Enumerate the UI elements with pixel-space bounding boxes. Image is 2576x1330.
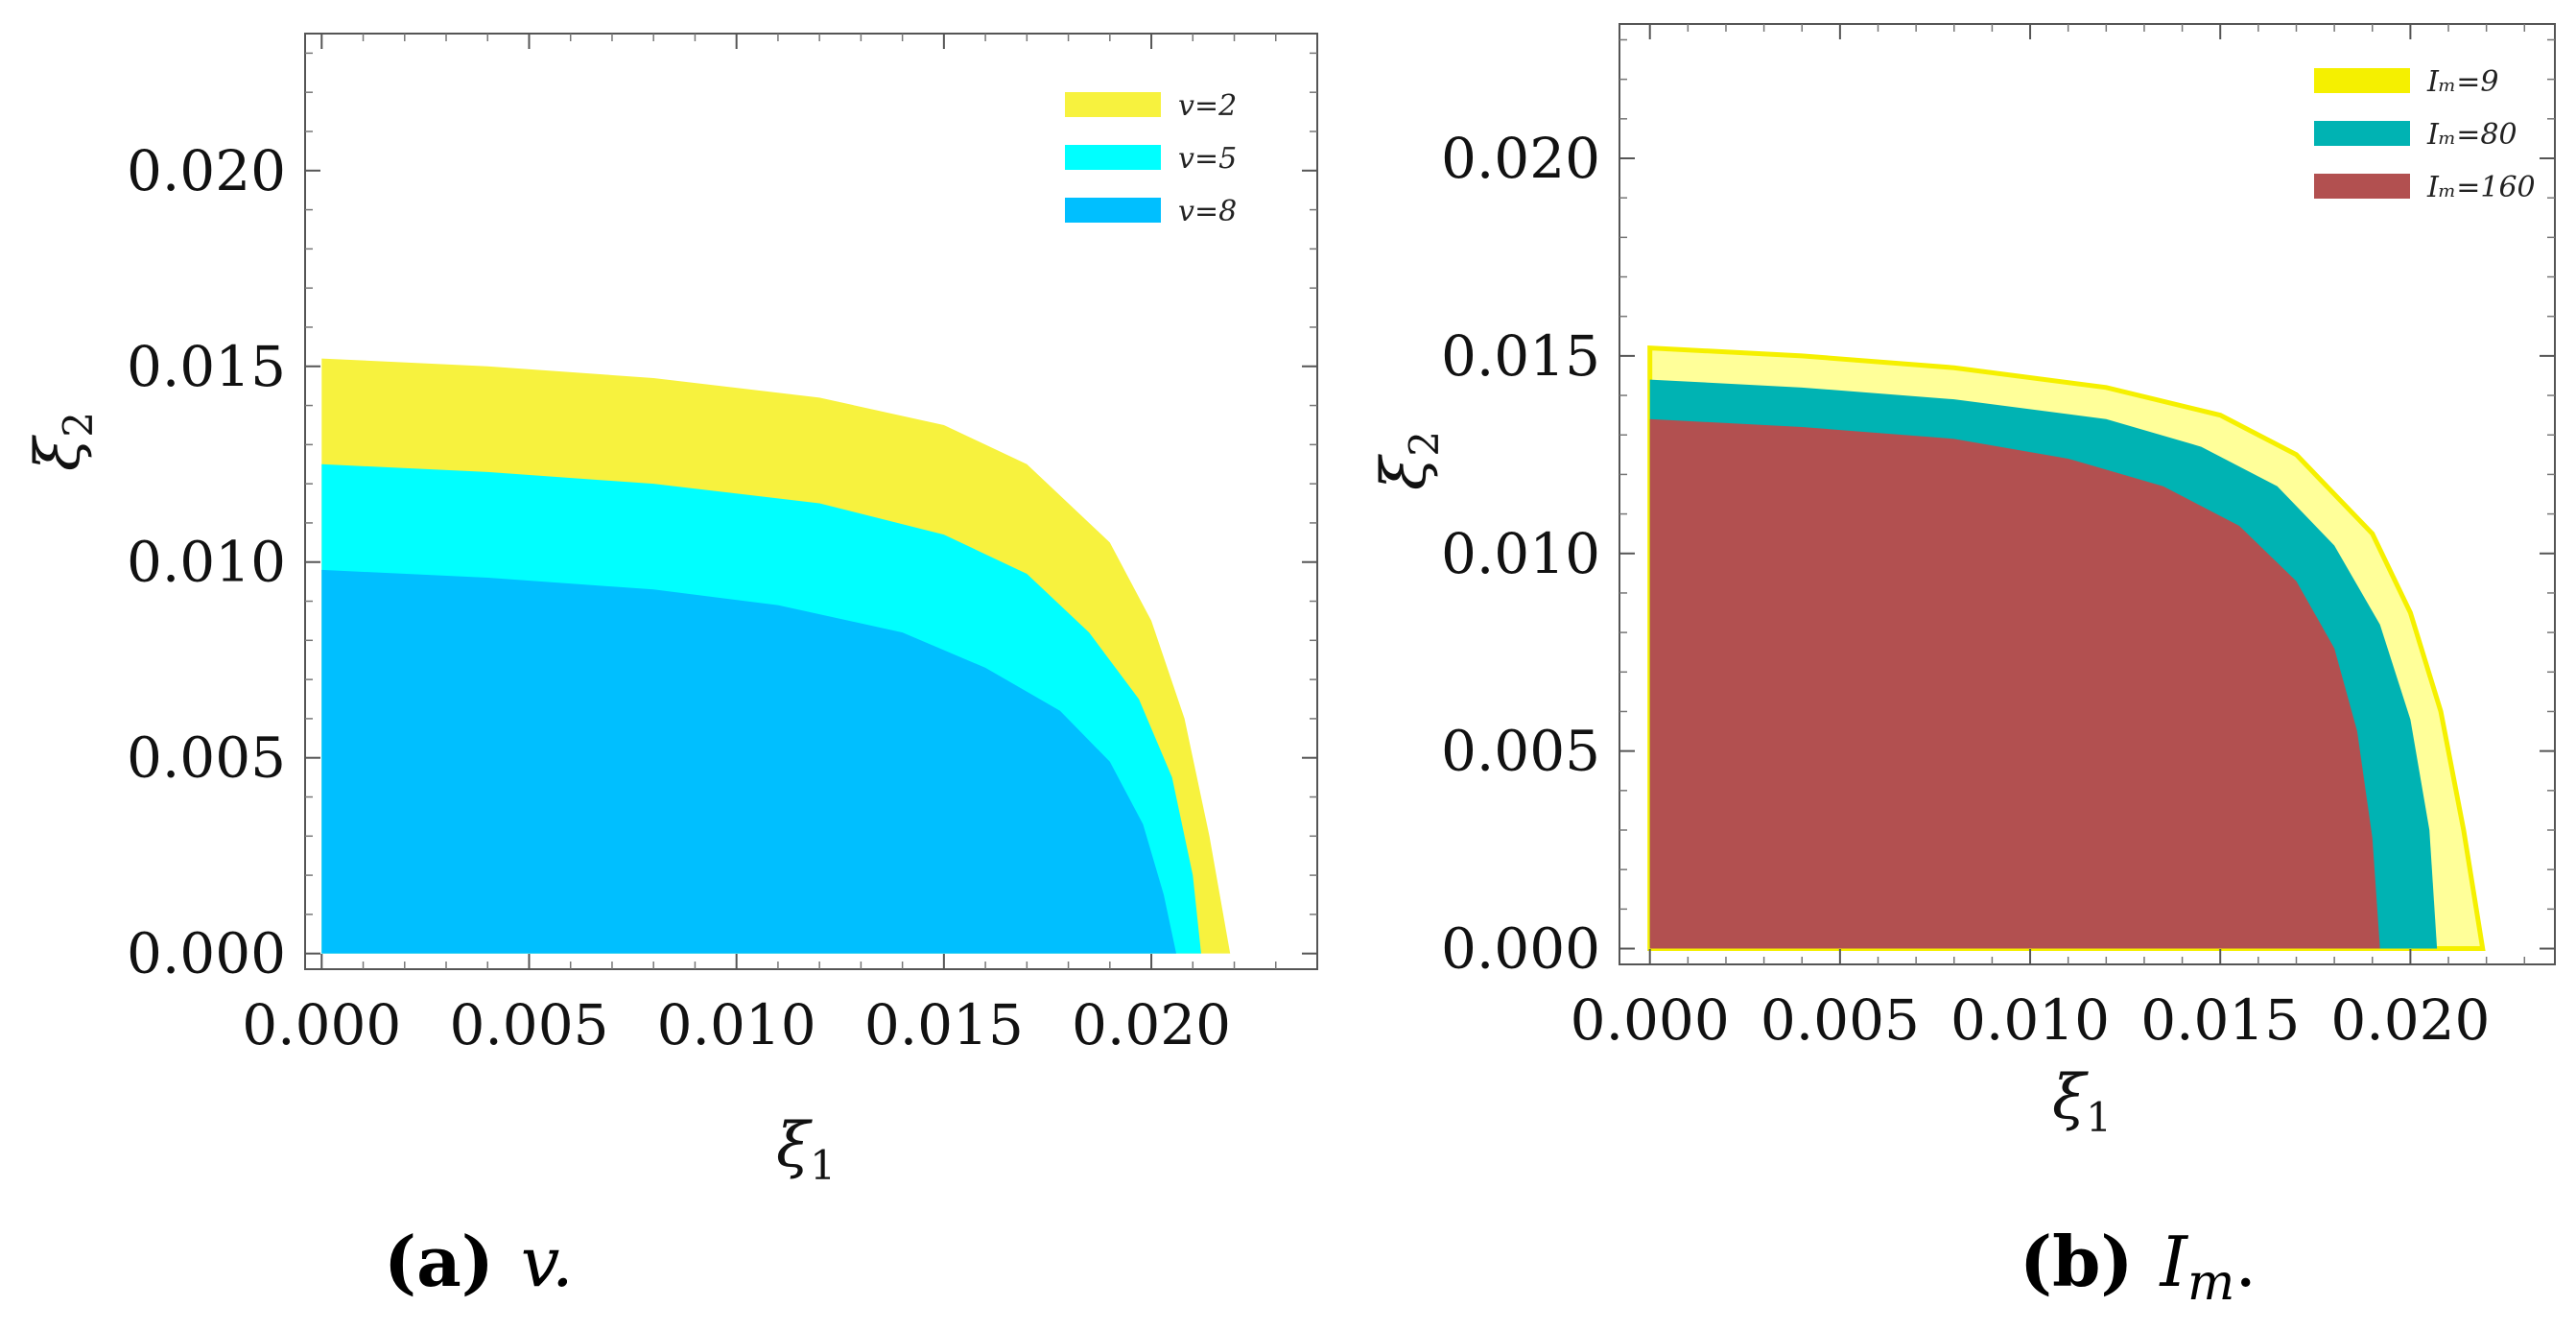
- legend-swatch: [1065, 145, 1161, 170]
- legend-swatch: [2314, 174, 2410, 199]
- legend-swatch: [1065, 92, 1161, 117]
- legend-label: Iₘ=160: [2426, 171, 2536, 204]
- legend-label: v=2: [1178, 89, 1237, 123]
- legend-swatch: [2314, 68, 2410, 93]
- area-series-group-b: [1647, 345, 2486, 952]
- legend-b: Iₘ=9 Iₘ=80 Iₘ=160: [2314, 65, 2536, 204]
- x-tick-label: 0.005: [449, 992, 608, 1057]
- x-tick-label: 0.000: [1571, 987, 1730, 1053]
- legend-label: Iₘ=9: [2426, 65, 2498, 99]
- y-tick-label: 0.015: [1441, 323, 1600, 389]
- x-tick-label: 0.000: [242, 992, 401, 1057]
- y-tick-label: 0.010: [1441, 521, 1600, 586]
- y-tick-label: 0.000: [127, 921, 286, 986]
- y-tick-label: 0.020: [127, 138, 286, 203]
- plot-frame-b: [1619, 23, 2556, 965]
- legend-a: v=2 v=5 v=8: [1065, 89, 1237, 228]
- y-tick-label: 0.000: [1441, 916, 1600, 982]
- x-axis-title-a: ξ1: [776, 1110, 836, 1189]
- area-series-group-a: [321, 358, 1231, 954]
- x-axis-title-b: ξ1: [2052, 1062, 2112, 1141]
- x-tick-label: 0.010: [657, 992, 816, 1057]
- y-tick-label: 0.005: [127, 725, 286, 791]
- y-tick-label: 0.015: [127, 334, 286, 399]
- caption-a: (a) v.: [384, 1221, 574, 1302]
- x-tick-label: 0.020: [2330, 987, 2490, 1053]
- legend-label: v=5: [1178, 142, 1237, 176]
- legend-label: v=8: [1178, 195, 1237, 228]
- legend-label: Iₘ=80: [2426, 118, 2517, 152]
- legend-swatch: [1065, 198, 1161, 223]
- y-tick-label: 0.005: [1441, 719, 1600, 784]
- caption-b: (b) Im.: [2020, 1221, 2257, 1312]
- y-axis-title-a: ξ2: [23, 412, 102, 471]
- x-tick-label: 0.020: [1072, 992, 1231, 1057]
- legend-swatch: [2314, 121, 2410, 146]
- y-tick-label: 0.020: [1441, 126, 1600, 191]
- area-v-8: [321, 569, 1176, 954]
- x-tick-label: 0.005: [1761, 987, 1920, 1053]
- x-tick-label: 0.010: [1950, 987, 2110, 1053]
- y-tick-label: 0.010: [127, 530, 286, 595]
- plot-frame-a: [304, 33, 1318, 970]
- area-i-160: [1649, 418, 2380, 949]
- y-axis-title-b: ξ2: [1369, 431, 1448, 490]
- x-tick-label: 0.015: [2140, 987, 2300, 1053]
- x-tick-label: 0.015: [864, 992, 1024, 1057]
